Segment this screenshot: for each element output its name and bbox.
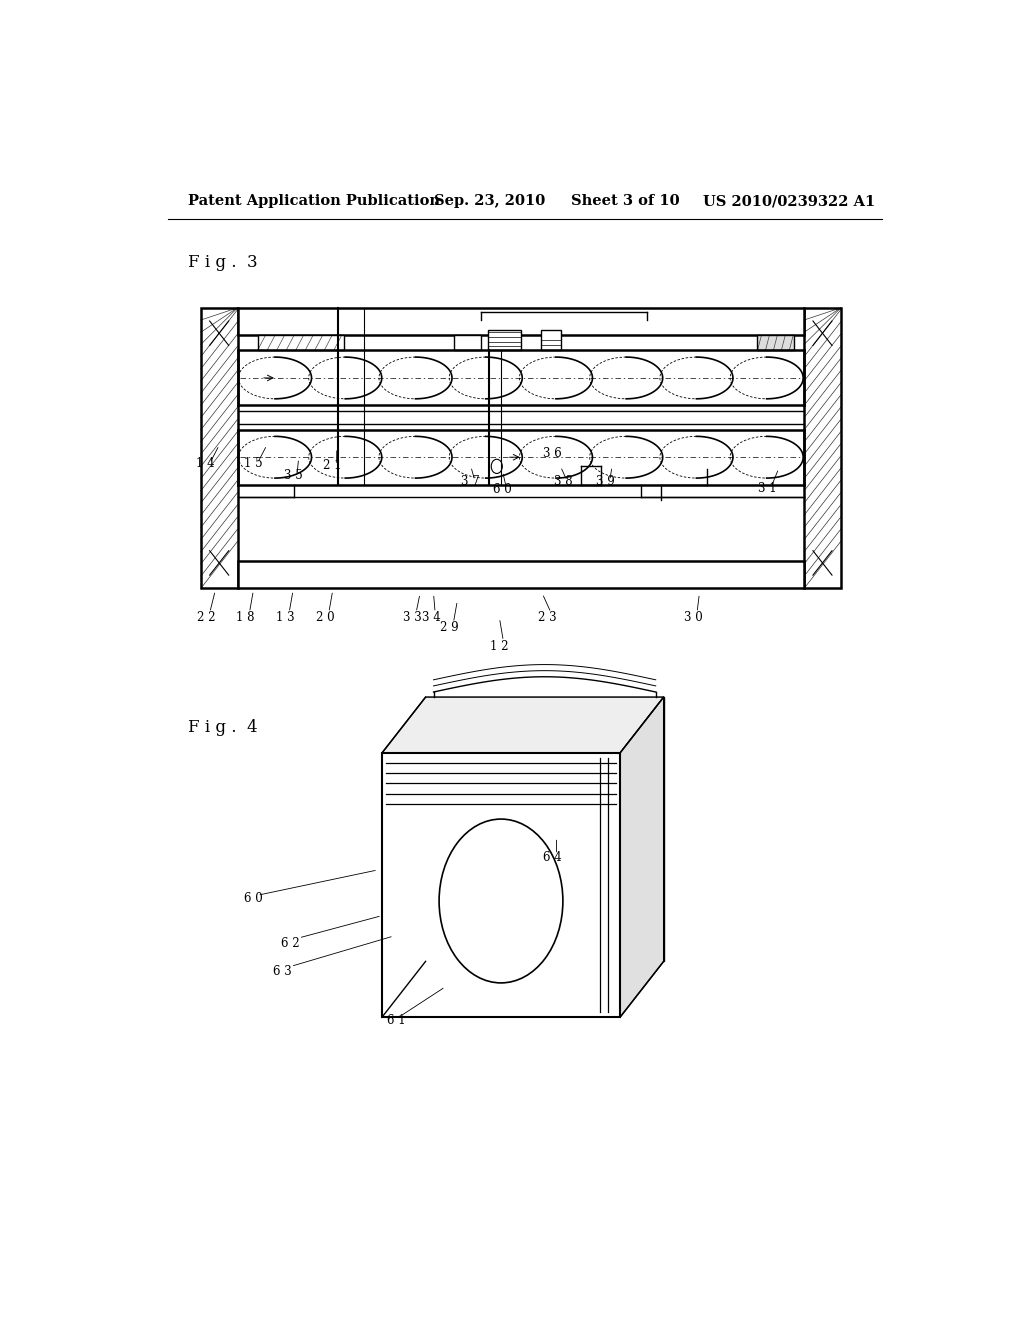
Text: 3 3: 3 3	[402, 611, 422, 624]
Text: 6 2: 6 2	[282, 937, 300, 949]
Text: 6 1: 6 1	[387, 1014, 406, 1027]
Polygon shape	[487, 330, 521, 351]
Polygon shape	[541, 330, 561, 351]
Text: Patent Application Publication: Patent Application Publication	[187, 194, 439, 209]
Text: 1 4: 1 4	[197, 457, 215, 470]
Polygon shape	[382, 697, 664, 752]
Text: 2 3: 2 3	[538, 611, 556, 624]
Text: 1 8: 1 8	[237, 611, 255, 624]
Polygon shape	[201, 308, 238, 589]
Text: 3 9: 3 9	[596, 475, 615, 488]
Text: US 2010/0239322 A1: US 2010/0239322 A1	[703, 194, 876, 209]
Text: 3 6: 3 6	[543, 446, 562, 459]
Text: 6 0: 6 0	[494, 483, 512, 496]
Polygon shape	[455, 335, 481, 351]
Text: 3 8: 3 8	[554, 475, 572, 488]
Text: F i g .  4: F i g . 4	[187, 719, 257, 737]
Text: Sheet 3 of 10: Sheet 3 of 10	[570, 194, 680, 209]
Text: 6 3: 6 3	[273, 965, 292, 978]
Text: Sep. 23, 2010: Sep. 23, 2010	[433, 194, 545, 209]
Text: 6 4: 6 4	[543, 851, 562, 865]
Polygon shape	[804, 308, 841, 589]
Polygon shape	[257, 335, 344, 351]
Polygon shape	[238, 561, 804, 589]
Text: 6 0: 6 0	[244, 892, 263, 904]
Text: 1 2: 1 2	[490, 640, 509, 653]
Polygon shape	[238, 308, 804, 335]
Text: 2 9: 2 9	[440, 622, 459, 635]
Text: 1 3: 1 3	[275, 611, 295, 624]
Polygon shape	[426, 697, 664, 961]
Text: F i g .  3: F i g . 3	[187, 253, 257, 271]
Text: 3 7: 3 7	[462, 475, 480, 488]
Text: 2 0: 2 0	[315, 611, 334, 624]
Text: 3 0: 3 0	[684, 611, 702, 624]
Text: 3 4: 3 4	[422, 611, 440, 624]
Text: 3 1: 3 1	[758, 482, 776, 495]
Polygon shape	[620, 697, 664, 1018]
Polygon shape	[758, 335, 795, 351]
Text: 1 5: 1 5	[244, 457, 263, 470]
Text: 3 5: 3 5	[284, 469, 302, 482]
Polygon shape	[382, 752, 620, 1018]
Text: 2 2: 2 2	[197, 611, 215, 624]
Text: 2 1: 2 1	[324, 459, 342, 471]
